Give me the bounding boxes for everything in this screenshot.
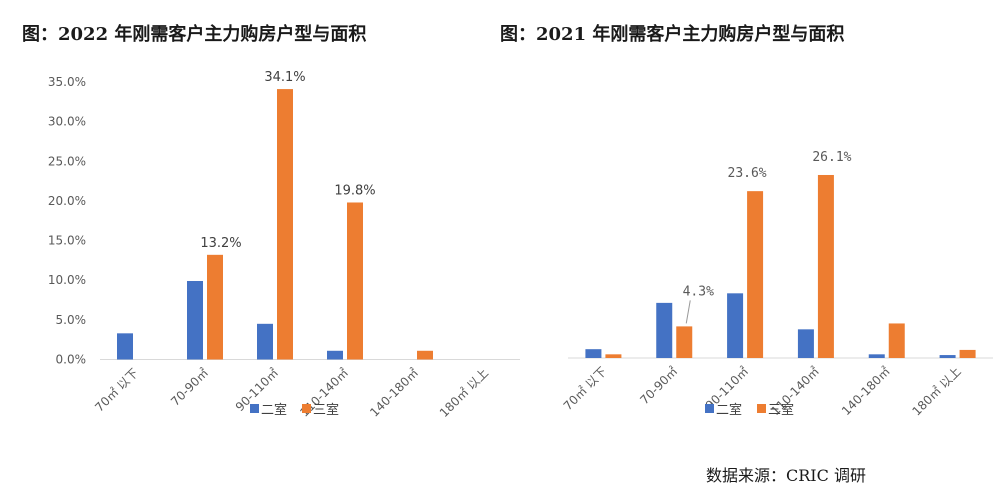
data-label: 26.1% — [812, 150, 851, 165]
x-tick-label: 140-180㎡ — [839, 364, 893, 418]
x-tick-label: 140-180㎡ — [367, 366, 421, 420]
chart-title-2022: 图：2022 年刚需客户主力购房户型与面积 — [22, 24, 367, 45]
bar-two-room — [585, 349, 602, 358]
y-tick-label: 5.0% — [56, 313, 87, 327]
y-tick-label: 20.0% — [48, 194, 86, 208]
chart-2022: 0.0% 5.0% 10.0% 15.0% 20.0% 25.0% 30.0% 35.0% 70… — [48, 70, 520, 420]
bar-two-room — [187, 280, 203, 360]
y-tick-label: 35.0% — [48, 75, 86, 89]
chart-title-2021: 图：2021 年刚需客户主力购房户型与面积 — [500, 24, 845, 45]
data-label: 19.8% — [334, 183, 375, 198]
legend-label: 二室 — [716, 402, 742, 418]
data-label: 13.2% — [200, 236, 241, 251]
data-label: 23.6% — [728, 166, 767, 181]
bar-three-room — [347, 202, 363, 360]
x-tick-label: 180㎡ 以上 — [909, 364, 963, 418]
bar-two-room — [656, 302, 673, 358]
y-tick-label: 25.0% — [48, 154, 86, 168]
legend-swatch — [250, 404, 259, 413]
bar-two-room — [727, 293, 744, 358]
chart-2021: 70㎡ 以下 70-90㎡ 90-110㎡ 110-140㎡ 140-180㎡ 180㎡ … — [561, 150, 993, 418]
y-tick-label: 15.0% — [48, 234, 86, 248]
bar-three-room — [605, 354, 622, 358]
bar-two-room — [939, 355, 956, 358]
bar-three-room — [277, 89, 293, 360]
source-note: 数据来源：CRIC 调研 — [706, 466, 866, 485]
bar-two-room — [327, 350, 343, 360]
data-label: 34.1% — [264, 70, 305, 85]
bar-two-room — [868, 354, 885, 358]
data-label: 4.3% — [683, 284, 714, 299]
bar-two-room — [797, 329, 814, 358]
bar-two-room — [257, 323, 273, 360]
y-tick-label: 10.0% — [48, 273, 86, 287]
x-tick-label: 180㎡ 以上 — [437, 366, 491, 420]
y-tick-label: 30.0% — [48, 115, 86, 129]
x-tick-label: 70-90㎡ — [168, 366, 211, 409]
legend-swatch — [302, 404, 311, 413]
bar-three-room — [747, 191, 764, 358]
legend-label: 三室 — [768, 402, 794, 418]
x-tick-label: 70-90㎡ — [637, 364, 680, 407]
legend-swatch — [705, 404, 714, 413]
bar-three-room — [676, 326, 693, 358]
legend-label: 三室 — [313, 402, 339, 418]
y-tick-label: 0.0% — [56, 353, 87, 367]
bar-three-room — [207, 254, 223, 360]
data-label-leader — [685, 300, 691, 324]
bar-three-room — [888, 323, 905, 358]
bar-three-room — [817, 174, 834, 358]
x-tick-label: 70㎡ 以下 — [561, 364, 610, 413]
legend-swatch — [757, 404, 766, 413]
bar-three-room — [417, 350, 433, 360]
bar-two-room — [117, 333, 133, 360]
bar-three-room — [959, 349, 976, 358]
legend-label: 二室 — [261, 402, 287, 418]
x-tick-label: 70㎡ 以下 — [92, 366, 141, 415]
